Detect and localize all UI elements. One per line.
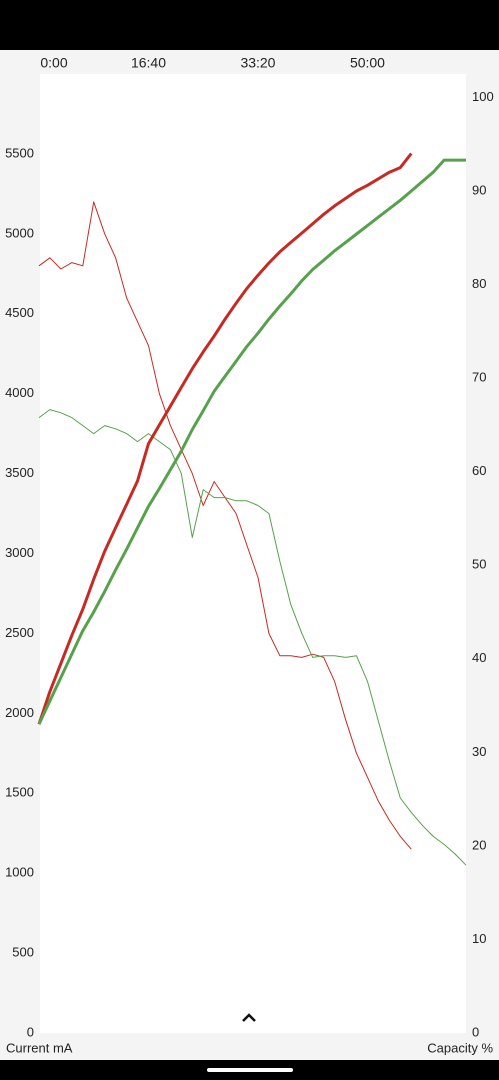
y-tick-label: 0: [27, 1024, 34, 1039]
y-axis-label: Current mA: [6, 1040, 73, 1055]
series-line: [37, 152, 413, 725]
y2-tick-label: 0: [472, 1024, 479, 1039]
y-tick-label: 5000: [5, 225, 34, 240]
status-bar: [0, 0, 499, 50]
x-tick-label: 50:00: [350, 55, 385, 71]
x-tick-label: 33:20: [240, 55, 275, 71]
y2-axis-label: Capacity %: [427, 1040, 493, 1055]
series-line: [38, 409, 467, 866]
y2-tick-label: 70: [472, 370, 486, 385]
home-indicator[interactable]: [207, 1068, 293, 1072]
y2-tick-label: 20: [472, 837, 486, 852]
series-line: [37, 158, 466, 725]
y2-tick-label: 30: [472, 744, 486, 759]
expand-caret[interactable]: [242, 1013, 256, 1022]
y-tick-label: 2000: [5, 705, 34, 720]
y-tick-label: 3000: [5, 545, 34, 560]
y-tick-label: 2500: [5, 625, 34, 640]
plot-area: [40, 74, 466, 1033]
y-tick-label: 4000: [5, 385, 34, 400]
y2-tick-label: 100: [472, 89, 494, 104]
x-tick-label: 0:00: [40, 55, 67, 71]
y2-tick-label: 90: [472, 182, 486, 197]
y-tick-label: 500: [12, 945, 34, 960]
y2-tick-label: 50: [472, 557, 486, 572]
y-tick-label: 1000: [5, 865, 34, 880]
y-tick-label: 1500: [5, 785, 34, 800]
y-tick-label: 5500: [5, 145, 34, 160]
y2-tick-label: 60: [472, 463, 486, 478]
y2-tick-label: 40: [472, 650, 486, 665]
y2-tick-label: 80: [472, 276, 486, 291]
y-tick-label: 4500: [5, 305, 34, 320]
y-tick-label: 3500: [5, 465, 34, 480]
x-tick-label: 16:40: [131, 55, 166, 71]
y2-tick-label: 10: [472, 931, 486, 946]
